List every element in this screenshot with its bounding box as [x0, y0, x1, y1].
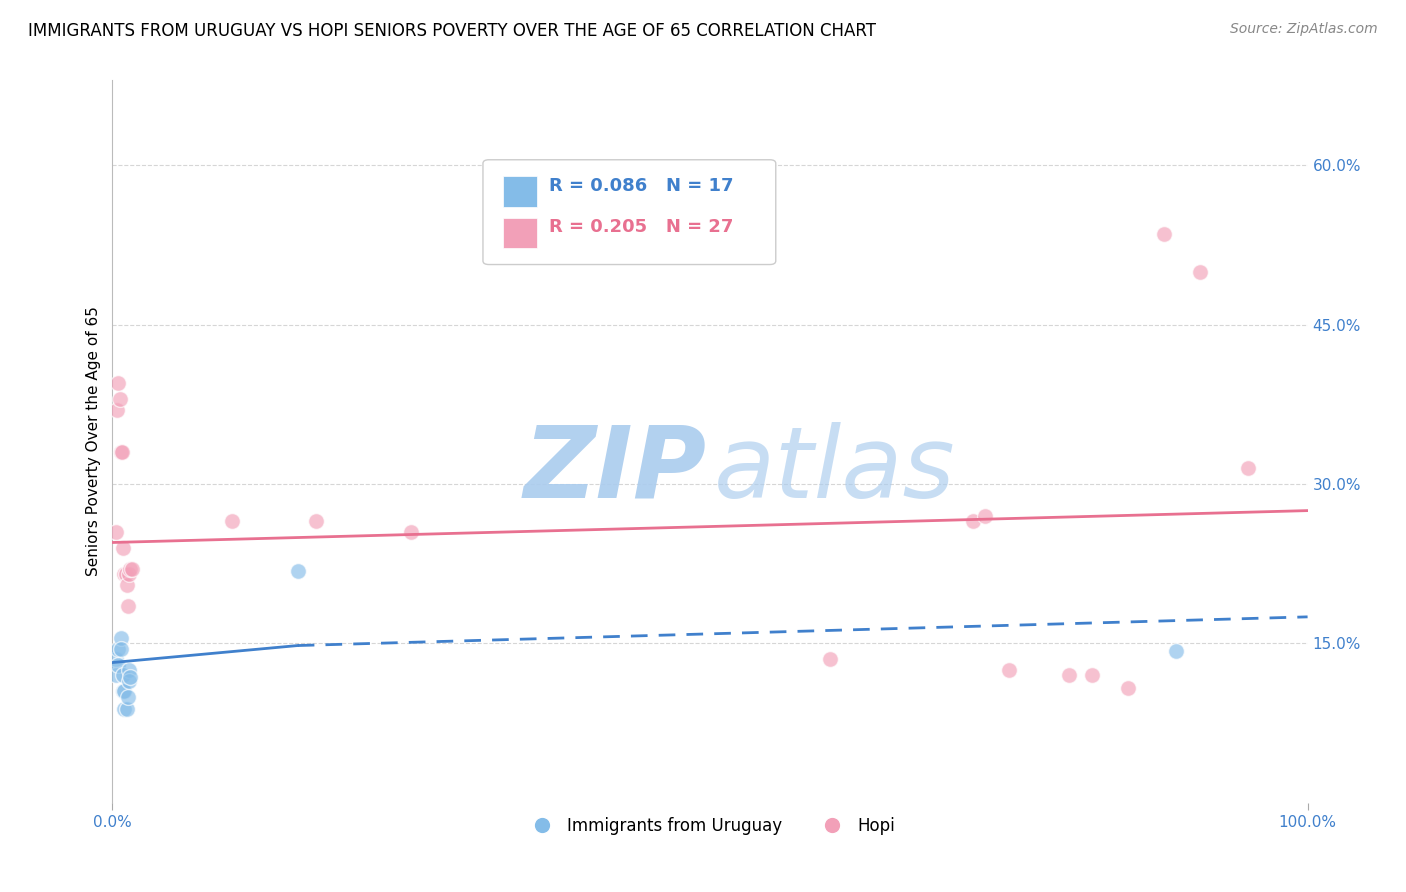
Point	[112, 541, 135, 555]
Point	[114, 567, 135, 582]
Point	[120, 670, 142, 684]
Point	[117, 599, 139, 614]
Point	[114, 567, 136, 582]
Point	[1118, 681, 1140, 695]
Point	[115, 702, 138, 716]
Point	[974, 508, 997, 523]
FancyBboxPatch shape	[484, 160, 776, 265]
Legend: Immigrants from Uruguay, Hopi: Immigrants from Uruguay, Hopi	[519, 810, 901, 841]
Text: Source: ZipAtlas.com: Source: ZipAtlas.com	[1230, 22, 1378, 37]
Point	[1166, 644, 1188, 658]
Point	[105, 668, 128, 682]
Text: IMMIGRANTS FROM URUGUAY VS HOPI SENIORS POVERTY OVER THE AGE OF 65 CORRELATION C: IMMIGRANTS FROM URUGUAY VS HOPI SENIORS …	[28, 22, 876, 40]
Text: ZIP: ZIP	[523, 422, 706, 519]
Y-axis label: Seniors Poverty Over the Age of 65: Seniors Poverty Over the Age of 65	[86, 307, 101, 576]
Point	[114, 684, 135, 698]
Point	[114, 702, 135, 716]
Point	[818, 652, 841, 666]
Point	[120, 562, 142, 576]
Point	[1153, 227, 1175, 242]
Point	[287, 564, 309, 578]
Point	[1189, 264, 1212, 278]
Point	[401, 524, 423, 539]
Point	[107, 641, 129, 656]
Point	[111, 445, 134, 459]
Point	[121, 562, 143, 576]
Point	[1057, 668, 1080, 682]
Point	[118, 663, 141, 677]
Point	[105, 652, 128, 666]
Point	[1081, 668, 1104, 682]
Point	[112, 684, 135, 698]
Point	[1237, 461, 1260, 475]
Point	[998, 663, 1021, 677]
Point	[110, 445, 132, 459]
Text: R = 0.086   N = 17: R = 0.086 N = 17	[548, 178, 733, 195]
Point	[118, 567, 141, 582]
Text: R = 0.205   N = 27: R = 0.205 N = 27	[548, 218, 733, 235]
Point	[118, 673, 141, 688]
Point	[221, 514, 243, 528]
Point	[105, 402, 128, 417]
Point	[110, 631, 132, 645]
Point	[107, 376, 129, 390]
Bar	[503, 177, 537, 207]
Point	[108, 392, 131, 406]
Point	[112, 668, 135, 682]
Bar	[503, 218, 537, 248]
Text: atlas: atlas	[714, 422, 955, 519]
Point	[107, 657, 129, 672]
Point	[305, 514, 328, 528]
Point	[110, 641, 132, 656]
Point	[115, 578, 138, 592]
Point	[117, 690, 139, 704]
Point	[105, 524, 128, 539]
Point	[962, 514, 984, 528]
